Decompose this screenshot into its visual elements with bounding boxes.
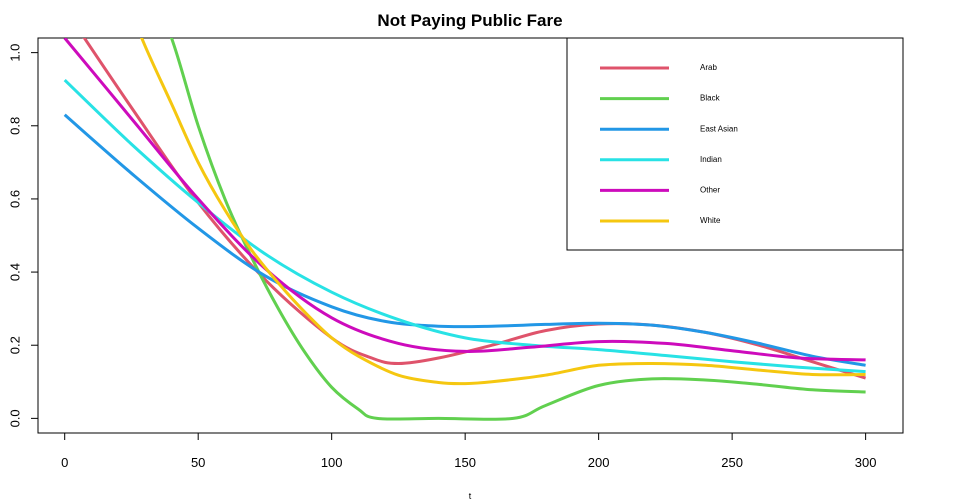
y-tick-label: 0.8 xyxy=(7,117,22,135)
series-line-indian xyxy=(63,79,866,374)
series-group xyxy=(63,38,867,421)
legend-label-white: White xyxy=(700,216,721,225)
y-tick-label: 0.4 xyxy=(7,263,22,281)
y-tick-label: 0.6 xyxy=(7,190,22,208)
series-line-white xyxy=(140,38,866,386)
series-line-black xyxy=(169,38,866,421)
legend-box xyxy=(566,37,904,251)
legend-label-other: Other xyxy=(700,186,720,195)
y-tick-label: 1.0 xyxy=(7,44,22,62)
x-tick-label: 150 xyxy=(454,455,476,470)
series-line-other xyxy=(63,38,866,362)
x-tick-label: 200 xyxy=(588,455,610,470)
chart-title: Not Paying Public Fare xyxy=(377,11,562,30)
legend-label-arab: Arab xyxy=(700,63,717,72)
x-axis: 0 50 100 150 200 250 300 xyxy=(61,432,877,470)
y-tick-label: 0.0 xyxy=(7,409,22,427)
y-axis: 0.0 0.2 0.4 0.6 0.8 1.0 xyxy=(7,44,39,427)
series-line-east-asian xyxy=(63,113,866,367)
legend-label-black: Black xyxy=(700,94,721,103)
x-axis-label: t xyxy=(469,491,472,501)
x-tick-label: 100 xyxy=(321,455,343,470)
x-tick-label: 300 xyxy=(855,455,877,470)
legend-label-indian: Indian xyxy=(700,155,722,164)
y-tick-label: 0.2 xyxy=(7,336,22,354)
x-tick-label: 250 xyxy=(721,455,743,470)
legend-label-east-asian: East Asian xyxy=(700,124,738,133)
legend: Arab Black East Asian Indian Other White xyxy=(566,37,904,251)
x-tick-label: 50 xyxy=(191,455,205,470)
x-tick-label: 0 xyxy=(61,455,68,470)
